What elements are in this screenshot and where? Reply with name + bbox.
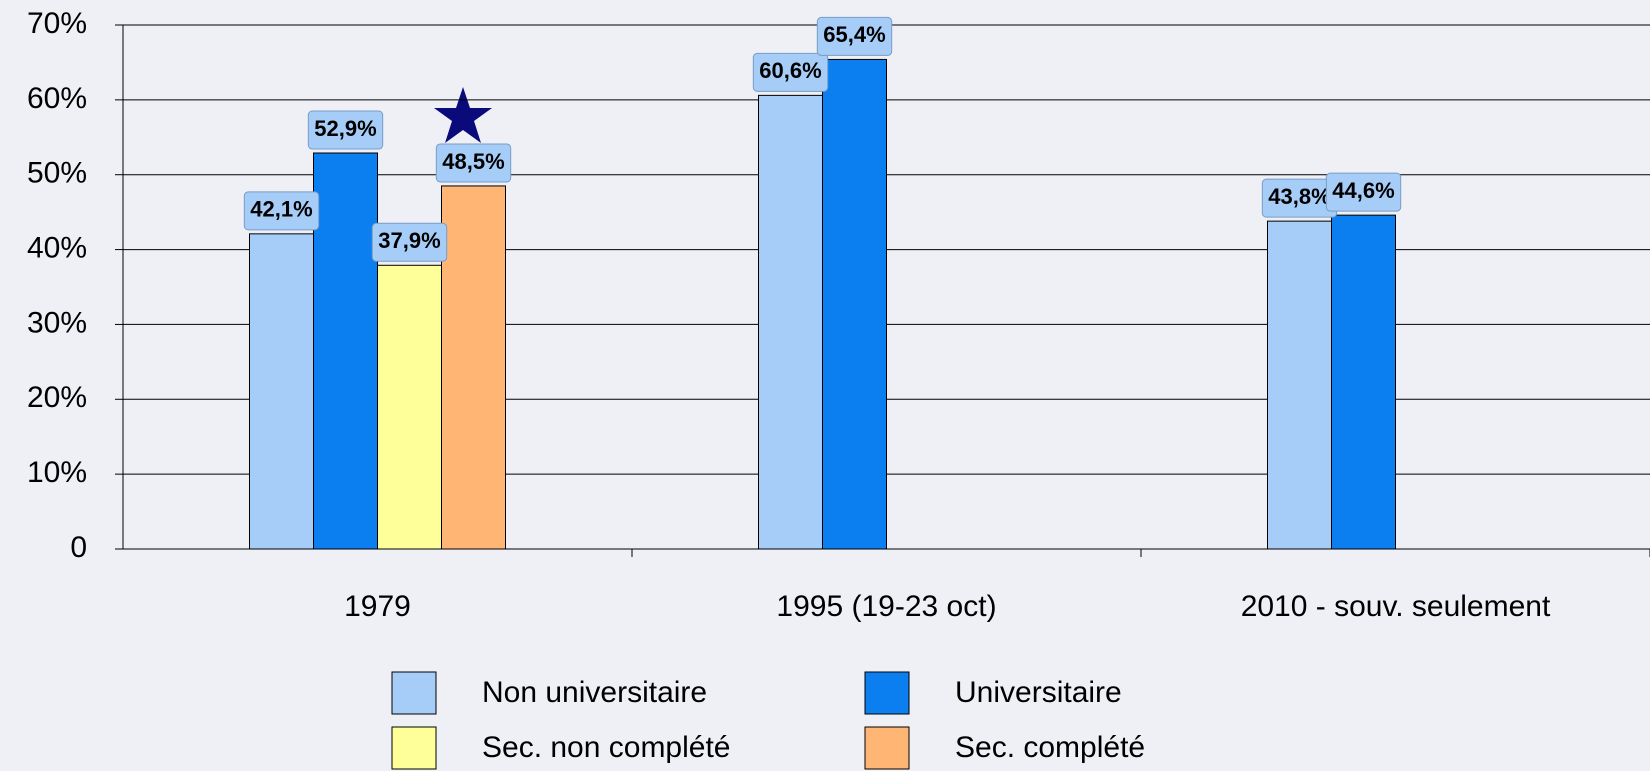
y-tick-label: 0 <box>70 531 87 564</box>
data-label-box <box>307 110 384 150</box>
data-label-box <box>1325 172 1402 212</box>
bar <box>377 264 442 550</box>
bar <box>441 185 506 550</box>
bar <box>822 58 887 550</box>
legend-swatch <box>391 671 437 715</box>
legend-swatch <box>864 726 910 770</box>
bar <box>313 152 378 550</box>
data-label: 52,9% <box>314 116 376 141</box>
y-tick-label: 50% <box>27 157 87 190</box>
data-label: 60,6% <box>759 58 821 83</box>
legend-label: Non universitaire <box>482 676 707 709</box>
y-tick-label: 60% <box>27 82 87 115</box>
x-tick-label: 1995 (19-23 oct) <box>776 590 996 623</box>
bar <box>249 233 314 550</box>
legend-swatch <box>391 726 437 770</box>
x-tick-label: 1979 <box>344 590 411 623</box>
y-tick-label: 10% <box>27 456 87 489</box>
data-label: 48,5% <box>442 149 504 174</box>
x-tick-label: 2010 - souv. seulement <box>1241 590 1551 623</box>
bar <box>758 94 823 550</box>
data-label: 42,1% <box>250 197 312 222</box>
data-label-box <box>752 52 829 92</box>
y-tick-label: 40% <box>27 231 87 264</box>
bar <box>1331 214 1396 550</box>
y-tick-label: 30% <box>27 306 87 339</box>
star <box>434 87 492 143</box>
legend-swatch <box>864 671 910 715</box>
bar <box>1267 220 1332 550</box>
legend-label: Sec. complété <box>955 731 1145 764</box>
y-tick-label: 20% <box>27 381 87 414</box>
y-tick-label: 70% <box>27 7 87 40</box>
data-label-box <box>816 16 893 56</box>
data-label-box <box>435 143 512 183</box>
data-label: 44,6% <box>1332 178 1394 203</box>
data-label: 37,9% <box>378 228 440 253</box>
data-label: 43,8% <box>1268 184 1330 209</box>
data-label-box <box>371 222 448 262</box>
data-label: 65,4% <box>823 22 885 47</box>
legend-label: Universitaire <box>955 676 1122 709</box>
legend-label: Sec. non complété <box>482 731 730 764</box>
data-label-box <box>243 191 320 231</box>
